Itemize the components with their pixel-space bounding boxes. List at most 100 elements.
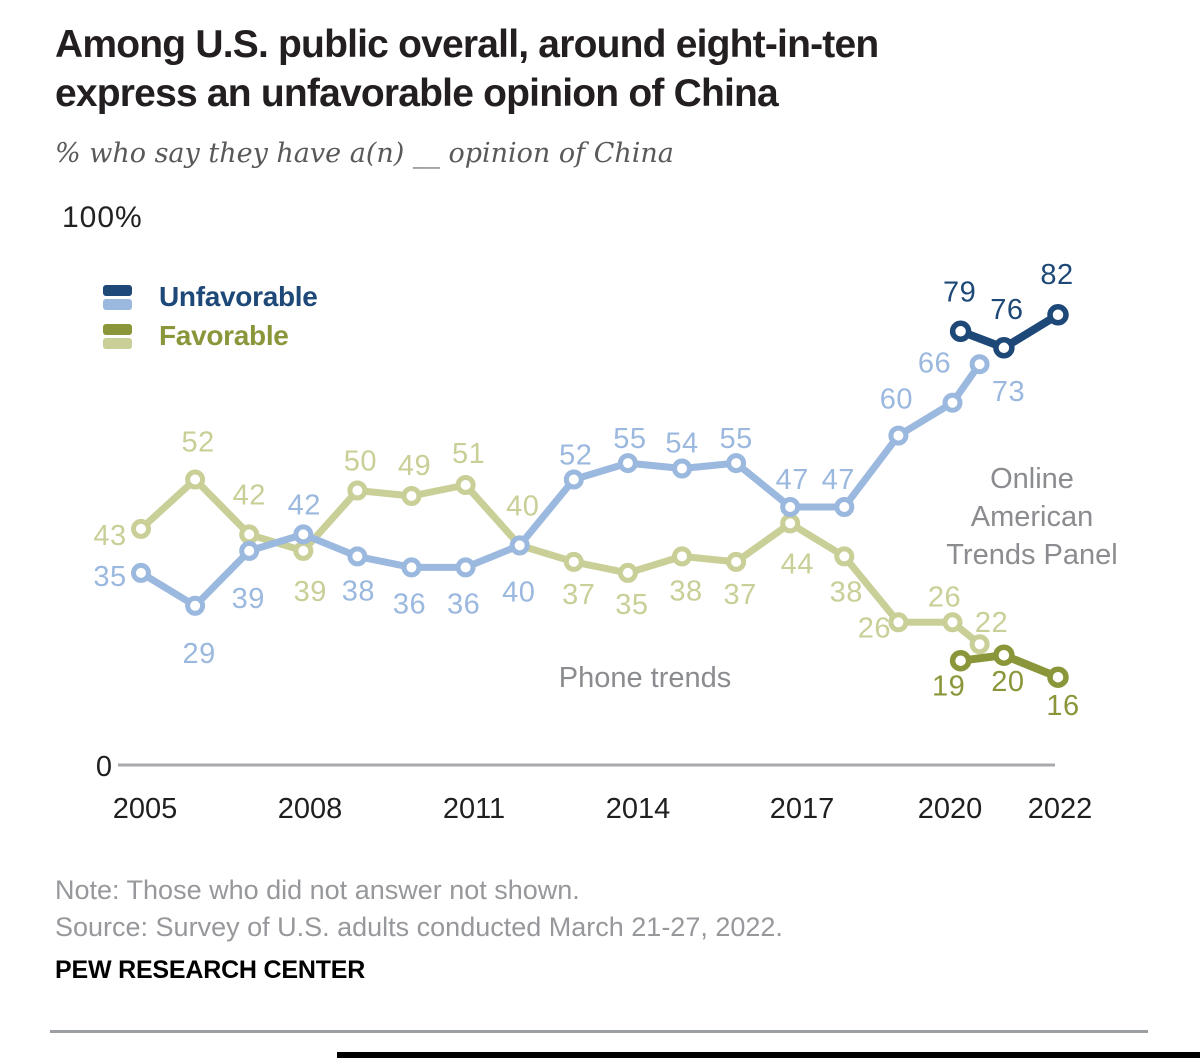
legend-item-unfavorable: Unfavorable xyxy=(103,281,318,312)
data-label-unfavorable-phone-2019: 60 xyxy=(880,384,913,416)
x-axis-tick-2011: 2011 xyxy=(443,793,505,825)
legend-swatch-favorable-light xyxy=(103,337,132,349)
data-label-unfavorable-phone-2006: 29 xyxy=(182,638,215,670)
data-point-favorable-phone-2011 xyxy=(455,475,476,495)
data-point-unfavorable-phone-2010 xyxy=(401,557,422,578)
data-point-favorable-phone-2007 xyxy=(239,524,260,545)
data-label-unfavorable-phone-2013: 52 xyxy=(559,440,592,472)
data-label-favorable-phone-2019: 26 xyxy=(858,612,891,644)
data-label-favorable-phone-2020.5: 22 xyxy=(975,607,1008,639)
legend-item-favorable: Favorable xyxy=(103,320,318,351)
x-axis-tick-2005: 2005 xyxy=(113,793,178,825)
data-point-favorable-phone-2019 xyxy=(888,612,909,633)
data-point-unfavorable-phone-2009 xyxy=(347,546,368,567)
data-label-unfavorable-atp-2020.95: 76 xyxy=(990,294,1023,326)
data-point-unfavorable-phone-2013 xyxy=(563,469,584,490)
chart-subtitle: % who say they have a(n) __ opinion of C… xyxy=(55,138,674,169)
data-label-unfavorable-phone-2016: 55 xyxy=(719,423,752,455)
data-label-unfavorable-phone-2020.5: 73 xyxy=(992,376,1025,408)
y-axis-top-label: 100% xyxy=(62,201,143,234)
data-label-favorable-phone-2010: 49 xyxy=(398,450,431,482)
data-label-favorable-phone-2015: 38 xyxy=(669,575,702,607)
data-label-favorable-phone-2020: 26 xyxy=(928,581,961,613)
legend-label-favorable: Favorable xyxy=(159,320,289,351)
data-label-favorable-phone-2017: 44 xyxy=(781,548,814,580)
x-axis-tick-2020: 2020 xyxy=(918,793,983,825)
data-label-unfavorable-phone-2007: 39 xyxy=(232,583,265,615)
data-point-unfavorable-phone-2015 xyxy=(672,458,692,479)
data-label-favorable-atp-2021.95: 16 xyxy=(1046,690,1079,722)
data-point-unfavorable-phone-2016 xyxy=(726,453,747,474)
data-label-unfavorable-phone-2009: 38 xyxy=(342,575,375,607)
x-axis-tick-2022: 2022 xyxy=(1028,793,1093,825)
data-point-unfavorable-phone-2006 xyxy=(185,595,206,616)
legend-swatch-unfavorable-dark xyxy=(103,284,132,296)
atp-label-line3: Trends Panel xyxy=(946,539,1117,571)
data-label-favorable-phone-2014: 35 xyxy=(615,589,648,621)
data-point-favorable-phone-2006 xyxy=(185,469,206,490)
data-point-favorable-atp-2020.95 xyxy=(993,644,1015,666)
data-label-unfavorable-phone-2018: 47 xyxy=(822,464,855,496)
pew-research-center-wordmark: PEW RESEARCH CENTER xyxy=(55,956,366,984)
legend-swatch-favorable xyxy=(103,323,132,349)
data-point-unfavorable-phone-2011 xyxy=(455,557,476,578)
x-axis-tick-2017: 2017 xyxy=(770,793,835,825)
data-point-unfavorable-phone-2014 xyxy=(617,453,638,474)
data-point-unfavorable-phone-2007 xyxy=(239,540,260,561)
data-label-favorable-phone-2009: 50 xyxy=(344,446,377,478)
footer-notes: Note: Those who did not answer not shown… xyxy=(55,872,783,946)
data-point-unfavorable-atp-2020.15 xyxy=(949,320,972,343)
data-point-favorable-atp-2021.95 xyxy=(1047,666,1069,688)
data-point-unfavorable-atp-2021.95 xyxy=(1047,304,1069,326)
data-label-favorable-phone-2018: 38 xyxy=(830,576,863,608)
data-point-unfavorable-phone-2005 xyxy=(131,562,151,583)
x-axis-tick-2008: 2008 xyxy=(278,793,343,825)
x-axis-tick-2014: 2014 xyxy=(606,793,671,825)
legend-swatch-unfavorable xyxy=(103,284,132,310)
legend-swatch-favorable-dark xyxy=(103,323,132,335)
data-point-unfavorable-phone-2020.5 xyxy=(969,354,990,375)
data-label-favorable-phone-2013: 37 xyxy=(562,579,595,611)
bottom-black-bar xyxy=(337,1052,1200,1058)
data-point-favorable-phone-2014 xyxy=(617,562,638,583)
data-label-unfavorable-phone-2005: 35 xyxy=(93,561,126,593)
data-label-unfavorable-atp-2021.95: 82 xyxy=(1040,259,1073,291)
data-point-unfavorable-atp-2020.95 xyxy=(993,337,1015,359)
phone-trends-label: Phone trends xyxy=(559,662,732,694)
title-line-1: Among U.S. public overall, around eight-… xyxy=(55,23,879,66)
data-label-unfavorable-atp-2020.15: 79 xyxy=(943,276,976,308)
note-text: Note: Those who did not answer not shown… xyxy=(55,875,580,905)
atp-label-line1: Online xyxy=(990,463,1074,495)
legend-swatch-unfavorable-light xyxy=(103,298,132,310)
data-point-favorable-phone-2008 xyxy=(293,540,314,561)
data-label-favorable-atp-2020.95: 20 xyxy=(991,666,1024,698)
data-point-favorable-phone-2020.5 xyxy=(969,634,990,655)
data-point-favorable-phone-2020 xyxy=(942,612,963,633)
page-title: Among U.S. public overall, around eight-… xyxy=(55,20,879,118)
data-point-unfavorable-phone-2012 xyxy=(509,535,530,556)
data-point-unfavorable-phone-2019 xyxy=(888,425,909,446)
data-point-favorable-phone-2005 xyxy=(131,518,151,539)
y-axis-bottom-label: 0 xyxy=(96,751,112,783)
data-point-unfavorable-phone-2018 xyxy=(834,497,855,517)
data-label-favorable-phone-2011: 51 xyxy=(452,438,485,470)
data-label-favorable-phone-2016: 37 xyxy=(723,579,756,611)
data-point-favorable-phone-2016 xyxy=(726,551,747,572)
data-label-favorable-atp-2020.15: 19 xyxy=(932,671,965,703)
title-line-2: express an unfavorable opinion of China xyxy=(55,72,779,115)
data-label-unfavorable-phone-2008: 42 xyxy=(288,489,321,521)
data-label-unfavorable-phone-2012: 40 xyxy=(502,576,535,608)
source-text: Source: Survey of U.S. adults conducted … xyxy=(55,912,783,942)
data-label-unfavorable-phone-2020: 66 xyxy=(918,348,951,380)
chart-legend: Unfavorable Favorable xyxy=(103,281,318,362)
data-point-favorable-phone-2018 xyxy=(834,546,855,567)
data-point-favorable-phone-2017 xyxy=(780,513,801,534)
data-label-unfavorable-phone-2010: 36 xyxy=(393,588,426,620)
data-point-favorable-phone-2010 xyxy=(401,486,422,506)
data-label-favorable-phone-2008: 39 xyxy=(294,576,327,608)
bottom-divider-line xyxy=(50,1030,1148,1033)
legend-label-unfavorable: Unfavorable xyxy=(159,281,318,312)
data-label-favorable-phone-2012: 40 xyxy=(506,490,539,522)
